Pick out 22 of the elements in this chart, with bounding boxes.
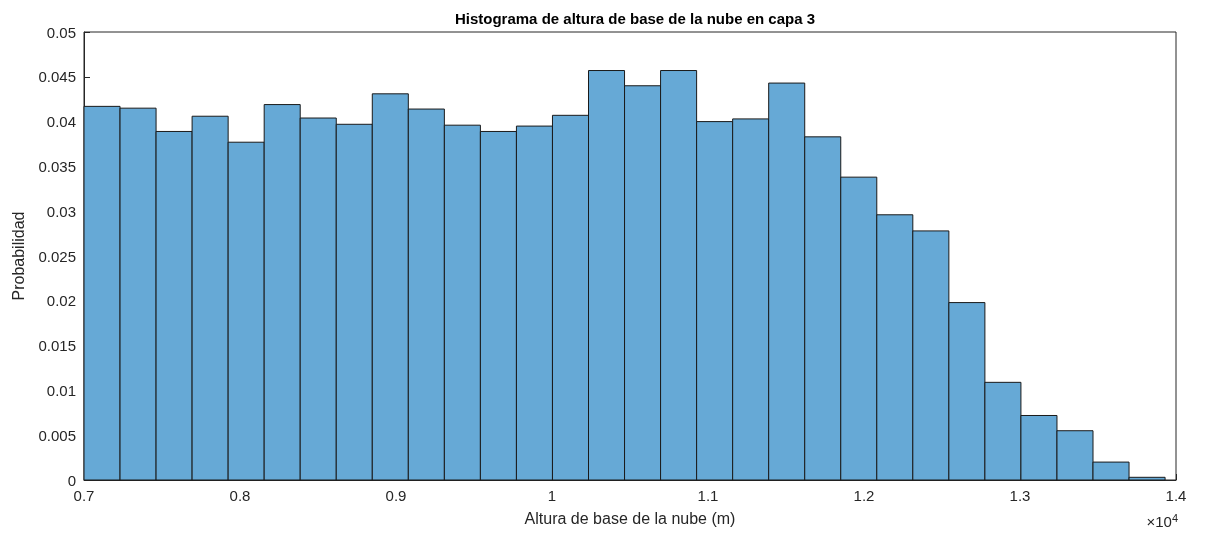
x-axis-title: Altura de base de la nube (m) (524, 509, 736, 527)
x-tick-label: 1.3 (1009, 487, 1031, 504)
y-tick-label: 0.02 (46, 292, 76, 310)
y-tick-label: 0.05 (46, 23, 76, 41)
x-tick-label: 1.1 (697, 487, 719, 504)
y-tick-label: 0.035 (38, 157, 76, 175)
chart-title: Histograma de altura de base de la nube en capa 3 (454, 10, 816, 27)
x-tick-label: 1 (547, 487, 557, 504)
y-tick-label: 0.01 (46, 381, 76, 399)
x-tick-label: 1.4 (1165, 487, 1187, 504)
y-tick-label: 0.005 (38, 426, 76, 444)
y-tick-label: 0.045 (38, 68, 76, 86)
y-axis-title: Probabilidad (9, 211, 27, 301)
y-tick-label: 0.04 (46, 113, 76, 131)
x-tick-label: 0.7 (73, 487, 95, 504)
y-tick-label: 0 (67, 471, 76, 489)
y-tick-label: 0.03 (46, 202, 76, 220)
y-tick-label: 0.025 (38, 247, 76, 265)
x-tick-label: 1.2 (853, 487, 875, 504)
y-tick-label: 0.015 (38, 337, 76, 355)
x-tick-label: 0.9 (385, 487, 407, 504)
x-tick-label: 0.8 (229, 487, 251, 504)
